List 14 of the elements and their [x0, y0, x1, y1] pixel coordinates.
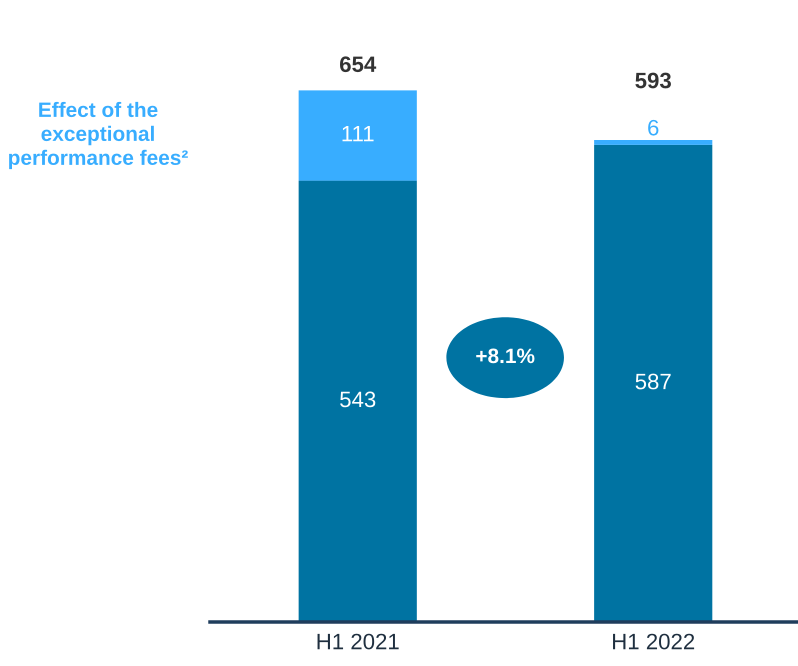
text: Effect of the exceptional performance fees² — [9, 102, 188, 170]
bar — [298, 90, 417, 181]
data-label: 111 — [342, 126, 374, 142]
data-label: 543 — [340, 392, 376, 408]
total-label: 593 — [635, 72, 671, 88]
data-label: 587 — [636, 374, 671, 390]
bar — [594, 144, 712, 622]
data-label: 6 — [648, 120, 658, 136]
total-label: 654 — [340, 56, 376, 72]
bar — [594, 140, 712, 145]
annotation: +8.1% — [476, 348, 534, 364]
x-tick-label: H1 2022 — [613, 634, 694, 650]
bar — [298, 180, 417, 622]
x-tick-label: H1 2021 — [318, 634, 399, 650]
